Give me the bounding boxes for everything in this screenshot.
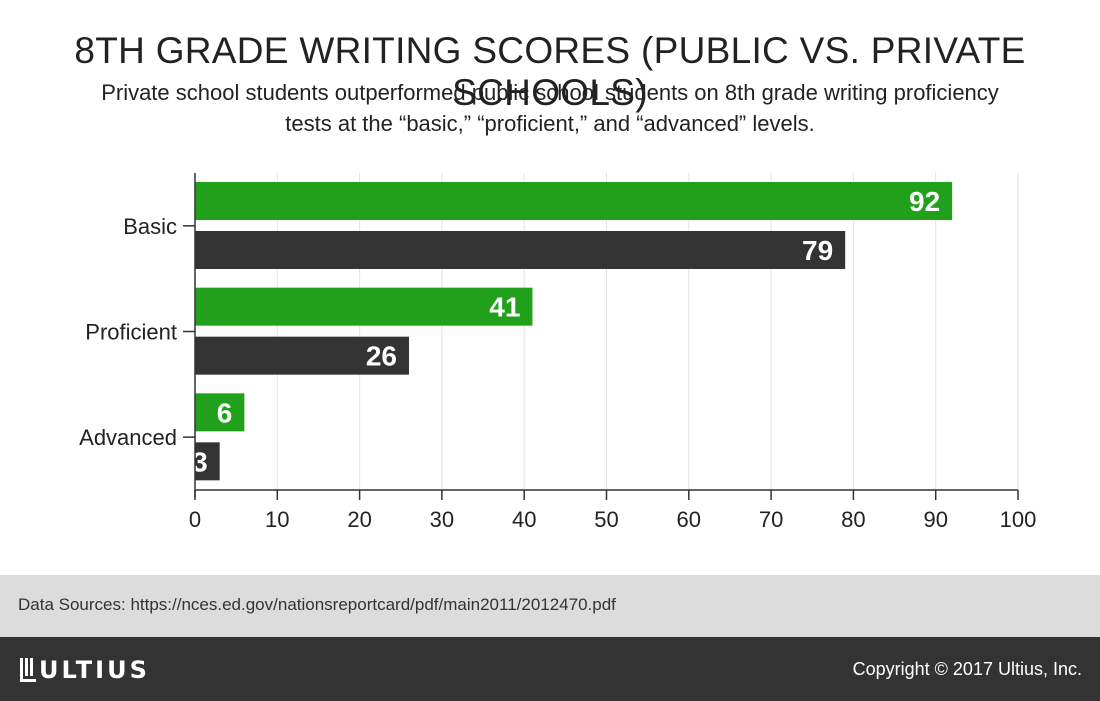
x-tick-label: 10 [265, 507, 289, 532]
bar-value-label: 6 [217, 397, 233, 428]
footer: ULTIUS Copyright © 2017 Ultius, Inc. [0, 637, 1100, 701]
bar-value-label: 79 [802, 235, 833, 266]
bar-chart: 92 79 Basic 41 26 Proficient 63 Advanced 0 10 20 30… [79, 173, 1037, 532]
x-tick-label: 40 [512, 507, 536, 532]
logo-text: ULTIUS [39, 656, 150, 684]
bar-value-label: 26 [366, 341, 397, 372]
x-tick-label: 50 [594, 507, 618, 532]
x-tick-label: 80 [841, 507, 865, 532]
bar [195, 182, 953, 220]
bar [195, 442, 220, 481]
bar [195, 287, 533, 326]
category-label: Proficient [85, 320, 177, 345]
x-tick-label: 100 [1000, 507, 1037, 532]
x-tick-label: 60 [677, 507, 701, 532]
source-text: Data Sources: https://nces.ed.gov/nation… [18, 595, 616, 614]
bar-value-label: 3 [192, 446, 208, 477]
x-tick-label: 90 [923, 507, 947, 532]
x-tick-label: 30 [430, 507, 454, 532]
category-label: Basic [123, 214, 177, 239]
x-tick-label: 70 [759, 507, 783, 532]
category-label: Advanced [79, 425, 177, 450]
ultius-logo-icon [20, 658, 36, 682]
subtitle-line-2: tests at the “basic,” “proficient,” and … [285, 111, 815, 136]
bar-value-label: 92 [909, 186, 940, 217]
chart-subtitle: Private school students outperformed pub… [0, 77, 1100, 139]
ultius-logo: ULTIUS [19, 655, 150, 685]
source-bar: Data Sources: https://nces.ed.gov/nation… [0, 575, 1100, 637]
bar [195, 393, 245, 432]
bar-value-label: 41 [489, 292, 520, 323]
bar [195, 336, 409, 375]
copyright-text: Copyright © 2017 Ultius, Inc. [852, 659, 1082, 679]
subtitle-line-1: Private school students outperformed pub… [101, 80, 999, 105]
bar [195, 231, 846, 269]
x-tick-label: 20 [347, 507, 371, 532]
x-tick-label: 0 [189, 507, 201, 532]
chart-title: 8TH GRADE WRITING SCORES (PUBLIC VS. PRI… [74, 30, 1026, 113]
